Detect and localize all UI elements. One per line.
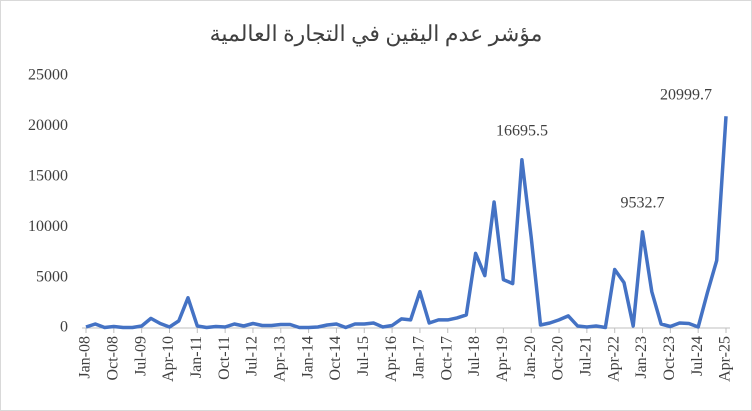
x-tick-label: Jan-11 xyxy=(188,336,205,378)
data-label: 20999.7 xyxy=(660,87,712,104)
line-series xyxy=(85,116,728,330)
y-tick-label: 25000 xyxy=(28,67,68,84)
x-tick-label: Apr-19 xyxy=(494,336,511,382)
data-label: 16695.5 xyxy=(496,122,548,139)
x-tick-label: Oct-08 xyxy=(104,336,121,380)
x-tick-label: Oct-23 xyxy=(661,336,678,380)
x-tick-label: Jul-12 xyxy=(244,336,261,376)
x-tick-label: Oct-17 xyxy=(438,336,455,380)
x-tick-label: Apr-10 xyxy=(160,336,177,382)
x-tick-label: Jul-18 xyxy=(466,336,483,376)
data-label: 9532.7 xyxy=(621,195,665,212)
x-tick-label: Jan-14 xyxy=(299,336,316,379)
y-tick-label: 10000 xyxy=(28,218,68,235)
x-tick-label: Jul-09 xyxy=(132,336,149,376)
x-tick-label: Apr-16 xyxy=(383,336,400,382)
chart-title: مؤشر عدم اليقين في التجارة العالمية xyxy=(210,21,543,47)
x-tick-label: Apr-13 xyxy=(271,336,288,382)
x-tick-label: Jan-08 xyxy=(77,336,94,379)
x-tick-label: Jul-15 xyxy=(355,336,372,376)
x-tick-label: Jul-21 xyxy=(578,336,595,376)
x-tick-label: Jan-20 xyxy=(522,336,539,379)
x-tick-label: Jan-17 xyxy=(411,336,428,379)
x-tick-label: Apr-22 xyxy=(605,336,622,382)
x-tick-label: Oct-14 xyxy=(327,336,344,380)
x-tick-label: Apr-25 xyxy=(717,336,734,382)
y-tick-label: 5000 xyxy=(36,268,68,285)
y-tick-label: 15000 xyxy=(28,167,68,184)
x-tick-label: Jul-24 xyxy=(689,336,706,376)
y-tick-label: 0 xyxy=(60,319,68,336)
x-tick-label: Jan-23 xyxy=(633,336,650,379)
x-tick-label: Oct-20 xyxy=(550,336,567,380)
x-tick-label: Oct-11 xyxy=(216,336,233,380)
y-tick-label: 20000 xyxy=(28,117,68,134)
